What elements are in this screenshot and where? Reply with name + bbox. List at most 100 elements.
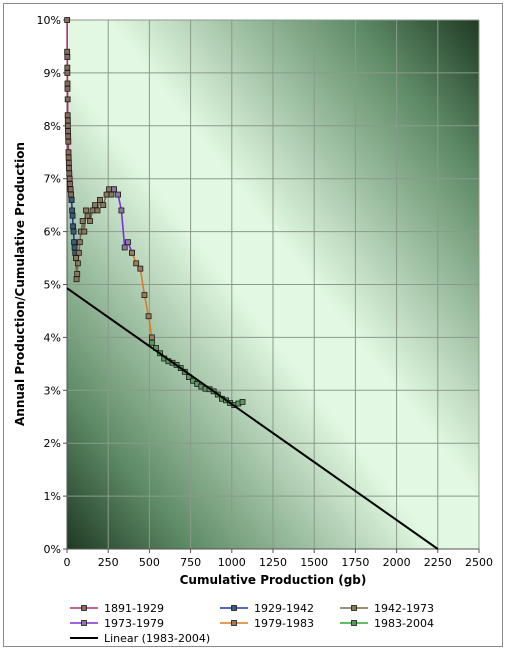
data-point — [97, 196, 103, 203]
data-point — [111, 186, 117, 193]
data-point — [81, 228, 88, 235]
y-tick-label: 3% — [44, 384, 61, 397]
data-point — [133, 260, 140, 267]
legend-label: 1929-1942 — [254, 602, 314, 615]
data-point — [64, 122, 71, 129]
legend-label: 1979-1983 — [254, 617, 314, 630]
data-point — [65, 149, 72, 156]
y-tick-label: 8% — [44, 120, 61, 133]
data-point — [70, 228, 77, 235]
data-point — [106, 186, 112, 193]
series-0 — [64, 17, 75, 203]
data-point — [190, 377, 196, 384]
data-point — [84, 212, 91, 219]
legend-item: 1891-1929 — [70, 602, 164, 615]
y-tick-label: 1% — [44, 490, 61, 503]
x-tick-label: 2500 — [465, 556, 493, 569]
data-point — [71, 239, 77, 246]
data-point — [66, 170, 73, 177]
data-point — [71, 244, 78, 251]
y-tick-label: 5% — [44, 279, 61, 292]
y-tick-label: 7% — [44, 173, 61, 186]
data-point — [141, 292, 148, 298]
data-point — [125, 239, 131, 246]
data-point — [65, 133, 72, 140]
series-6 — [66, 287, 439, 550]
data-point — [65, 159, 72, 166]
data-point — [103, 191, 110, 198]
chart-svg: 0 250 500 750 1000 1250 1500 1750 2000 2250 2500 0%… — [13, 14, 493, 645]
legend-label: 1891-1929 — [104, 602, 164, 615]
data-point — [64, 48, 71, 55]
y-tick-label: 2% — [44, 437, 61, 450]
y-axis-title: Annual Production/Cumulative Production — [13, 142, 27, 426]
legend-swatch-marker — [231, 620, 237, 626]
x-axis-title: Cumulative Production (gb) — [180, 573, 367, 587]
data-point — [129, 249, 135, 256]
legend-item: 1929-1942 — [220, 602, 314, 615]
data-point — [115, 191, 121, 198]
series-layer — [64, 17, 439, 550]
data-point — [65, 138, 72, 145]
data-point — [89, 207, 96, 214]
y-tick-label: 6% — [44, 226, 61, 239]
gridlines — [66, 19, 480, 550]
data-point — [64, 112, 71, 119]
data-point — [64, 54, 71, 60]
x-tick-label: 1750 — [341, 556, 369, 569]
data-point — [68, 196, 75, 203]
y-tick-label: 4% — [44, 331, 61, 344]
data-point — [145, 313, 152, 320]
trend-line — [66, 287, 439, 550]
x-tick-label: 2250 — [424, 556, 452, 569]
data-point — [65, 128, 71, 134]
x-tick-label: 1500 — [300, 556, 328, 569]
data-point — [118, 207, 125, 214]
data-point — [68, 191, 75, 198]
data-point — [66, 165, 72, 172]
x-tick-label: 1000 — [218, 556, 246, 569]
data-point — [72, 255, 79, 261]
data-point — [100, 202, 107, 209]
data-point — [69, 212, 76, 219]
x-tick-label: 1250 — [259, 556, 287, 569]
data-point — [75, 249, 82, 256]
data-point — [239, 399, 246, 405]
data-point — [64, 17, 71, 23]
x-tick-label: 250 — [98, 556, 119, 569]
legend: 1891-1929 1929-1942 1942-1973 1973-1979 1979… — [70, 602, 434, 645]
data-point — [121, 244, 128, 251]
legend-item: 1983-2004 — [340, 617, 434, 630]
data-point — [67, 186, 74, 193]
data-point — [148, 334, 155, 341]
legend-item: Linear (1983-2004) — [70, 632, 210, 645]
data-point — [64, 85, 71, 92]
data-point — [64, 80, 71, 87]
data-point — [64, 117, 71, 124]
data-point — [92, 202, 98, 209]
data-point — [67, 181, 73, 187]
data-point — [74, 271, 81, 277]
legend-item: 1973-1979 — [70, 617, 164, 630]
x-tick-label: 500 — [139, 556, 160, 569]
data-point — [64, 70, 71, 76]
data-point — [64, 96, 71, 103]
y-tick-label: 10% — [37, 14, 61, 27]
data-point — [79, 218, 86, 224]
data-point — [76, 239, 83, 246]
legend-swatch-marker — [351, 605, 357, 611]
legend-label: 1973-1979 — [104, 617, 164, 630]
y-tick-label: 0% — [44, 543, 61, 556]
legend-item: 1979-1983 — [220, 617, 314, 630]
legend-item: 1942-1973 — [340, 602, 434, 615]
x-tick-label: 2000 — [383, 556, 411, 569]
legend-swatch-marker — [351, 620, 357, 626]
x-tick-label: 0 — [64, 556, 71, 569]
data-point — [69, 207, 76, 214]
legend-swatch-marker — [231, 605, 237, 611]
data-point — [148, 339, 155, 346]
legend-label: 1942-1973 — [374, 602, 434, 615]
legend-swatch-marker — [81, 605, 87, 611]
data-point — [83, 207, 89, 214]
data-point — [87, 218, 93, 224]
